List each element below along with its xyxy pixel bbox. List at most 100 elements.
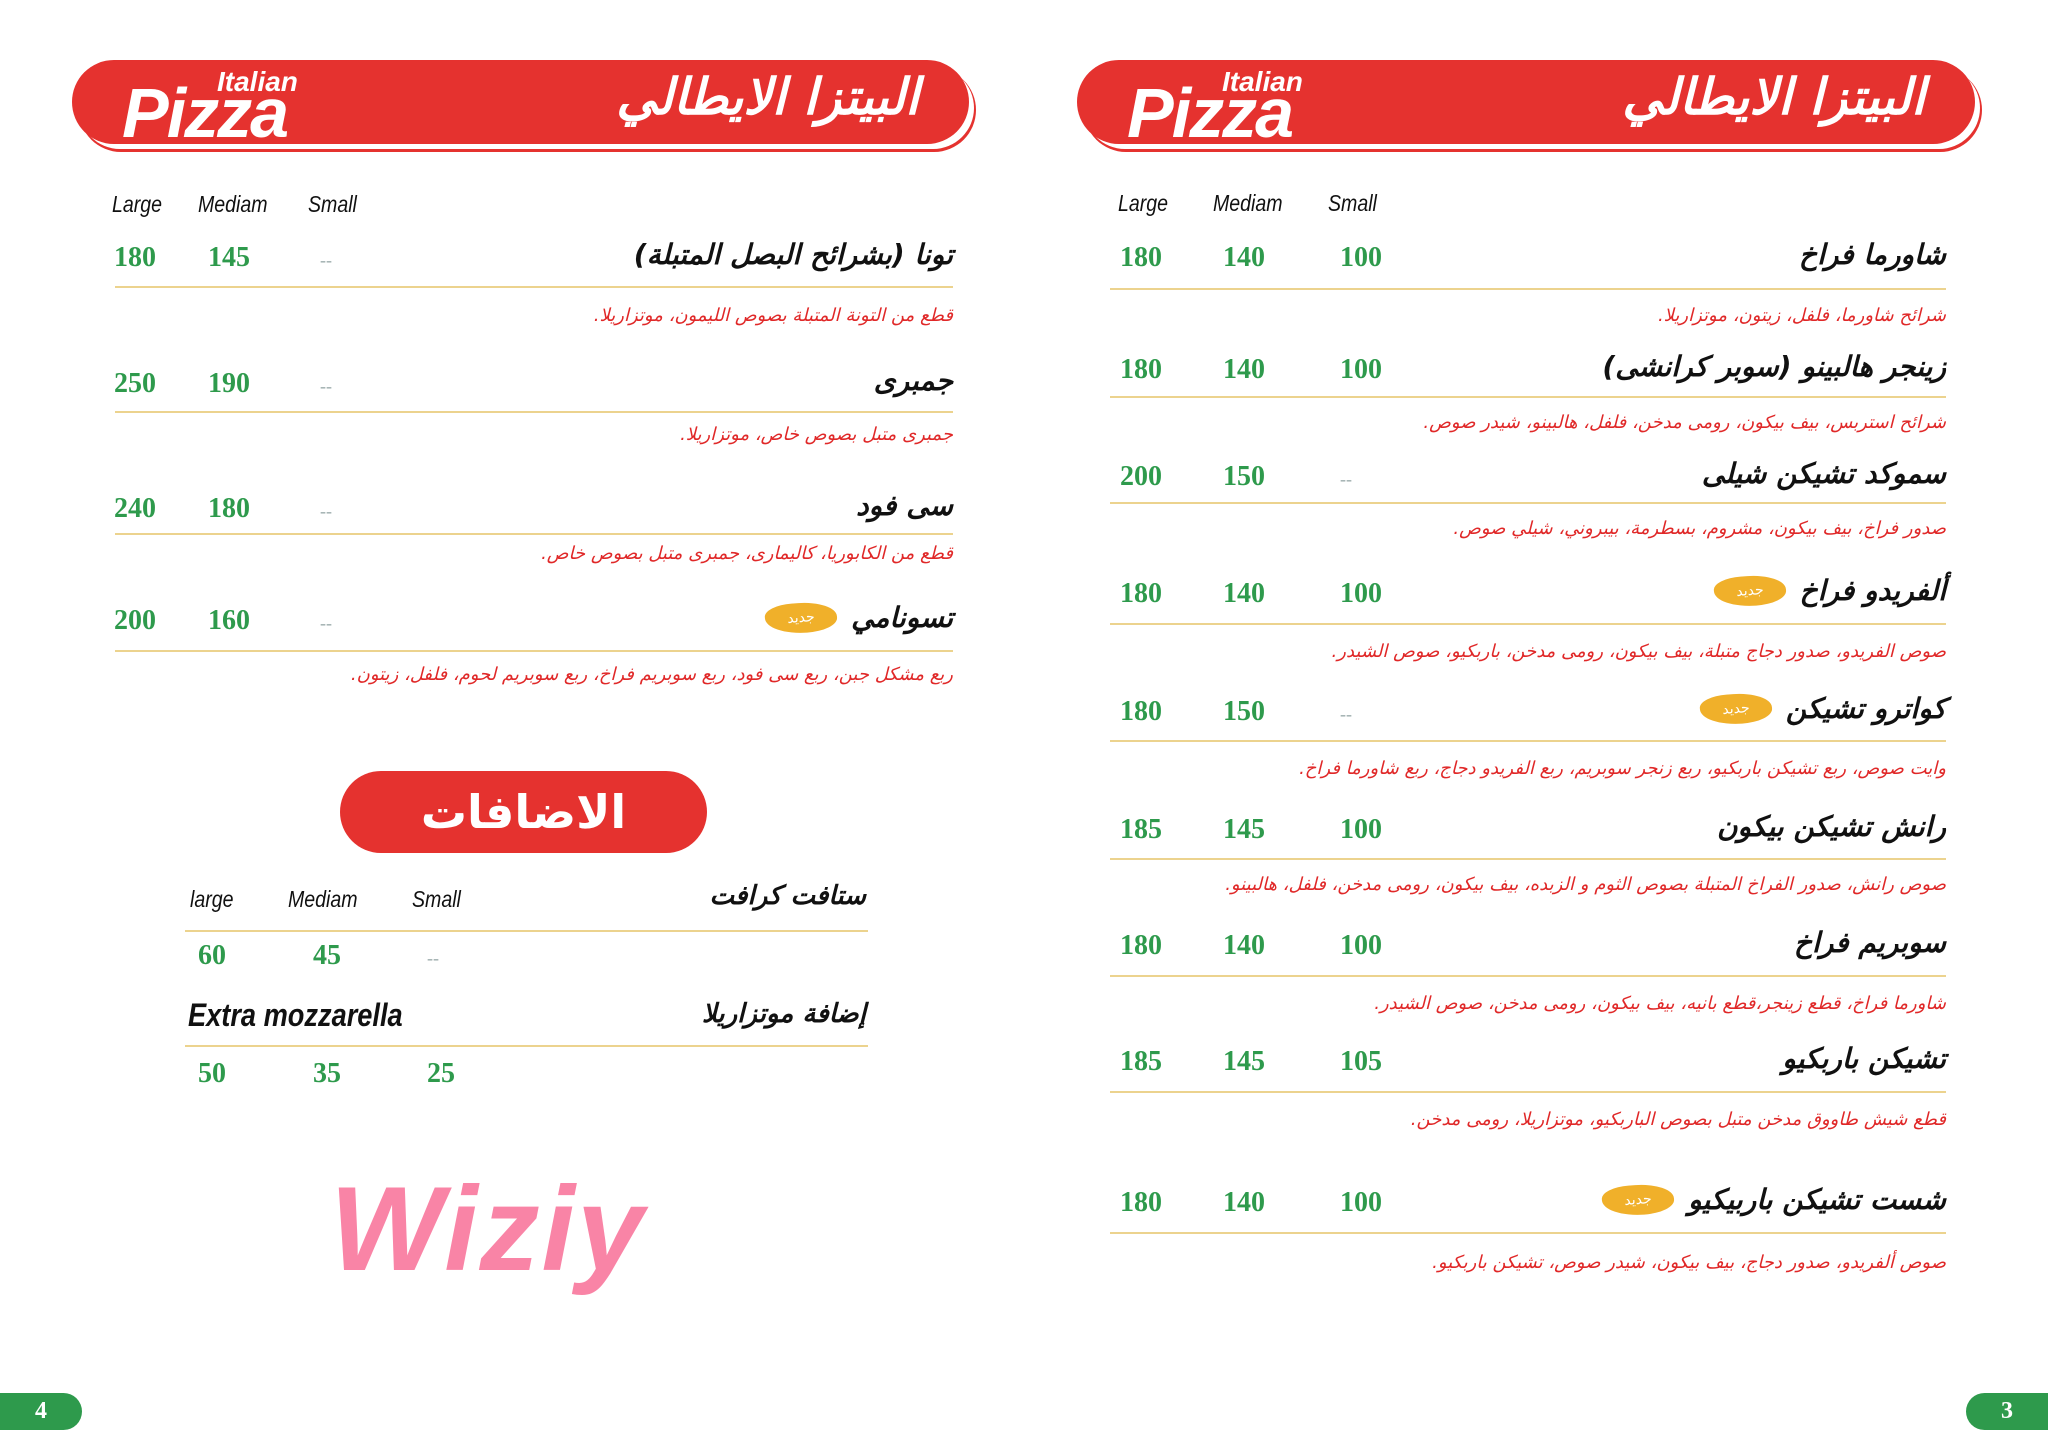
price: 200 (114, 605, 156, 636)
price: 100 (1340, 242, 1382, 273)
price: 180 (1120, 578, 1162, 609)
addon-name-group: إضافة موتزاريلا (702, 999, 866, 1029)
right-header-banner: Italian Pizza البيتزا الايطالي (1077, 60, 1975, 148)
item-description: قطع من التونة المتبلة بصوص الليمون، موتز… (593, 305, 953, 326)
divider (1110, 740, 1946, 742)
price: 100 (1340, 930, 1382, 961)
header-title: البيتزا الايطالي (616, 68, 919, 126)
addon-column-header-large: large (190, 886, 234, 912)
price: 180 (1120, 242, 1162, 273)
item-name: تونا (بشرائح البصل المتبلة) (633, 238, 953, 271)
column-header-mediam: Mediam (1213, 190, 1283, 216)
page-number-right: 3 (1966, 1393, 2048, 1430)
column-header-small: Small (308, 191, 357, 217)
column-header-mediam: Mediam (198, 191, 268, 217)
item-name: زينجر هالبينو (سوبر كرانشى) (1602, 350, 1946, 383)
price: 105 (1340, 1046, 1382, 1077)
addon-name: إضافة موتزاريلا (701, 999, 866, 1029)
item-name: تشيكن باربكيو (1782, 1042, 1946, 1075)
divider (115, 411, 953, 413)
price: 185 (1120, 814, 1162, 845)
item-name-group: سى فود (856, 489, 953, 522)
price: 150 (1223, 461, 1265, 492)
addon-name-group: ستافت كرافت (710, 881, 866, 911)
price: -- (1340, 704, 1352, 724)
price: 140 (1223, 354, 1265, 385)
item-description: وايت صوص، ربع تشيكن باربكيو، ربع زنجر سو… (1299, 758, 1946, 779)
page-number-left: 4 (0, 1393, 82, 1430)
price: 140 (1223, 1187, 1265, 1218)
price: 140 (1223, 578, 1265, 609)
column-header-large: Large (1118, 190, 1169, 216)
item-name-group: شاورما فراخ (1799, 238, 1946, 271)
item-name-group: ألفريدو فراخ جديد (1712, 573, 1946, 608)
price: 190 (208, 368, 250, 399)
item-description: شرائح شاورما، فلفل، زيتون، موتزاريلا. (1657, 305, 1946, 326)
price: 100 (1340, 578, 1382, 609)
item-name-group: كواترو تشيكن جديد (1698, 691, 1946, 726)
addon-column-header-small: Small (412, 886, 461, 912)
item-name: ألفريدو فراخ (1799, 574, 1946, 607)
item-name: جمبرى (873, 364, 953, 397)
price: -- (1340, 469, 1352, 489)
price: -- (320, 376, 332, 396)
price: 180 (114, 242, 156, 273)
divider (185, 930, 868, 932)
item-description: صدور فراخ، بيف بيكون، مشروم، بسطرمة، بيب… (1453, 518, 1946, 539)
item-description: قطع من الكابوريا، كاليمارى، جمبرى متبل ب… (541, 543, 953, 564)
price: 150 (1223, 696, 1265, 727)
price: 185 (1120, 1046, 1162, 1077)
item-description: شرائح استربس، بيف بيكون، رومى مدخن، فلفل… (1423, 412, 1946, 433)
price: 140 (1223, 242, 1265, 273)
item-name: سى فود (856, 489, 953, 522)
divider (1110, 858, 1946, 860)
price: 250 (114, 368, 156, 399)
item-description: شاورما فراخ، قطع زينجر،قطع بانيه، بيف بي… (1374, 993, 1946, 1014)
price: -- (320, 250, 332, 270)
divider (1110, 1232, 1946, 1234)
item-name: كواترو تشيكن (1785, 692, 1946, 725)
item-name: رانش تشيكن بيكون (1716, 810, 1946, 843)
divider (115, 650, 953, 652)
item-name-group: جمبرى (874, 364, 953, 397)
price: 140 (1223, 930, 1265, 961)
left-header-banner: Italian Pizza البيتزا الايطالي (72, 60, 969, 148)
item-name-group: رانش تشيكن بيكون (1717, 810, 1946, 843)
item-name-group: تونا (بشرائح البصل المتبلة) (634, 238, 953, 271)
item-description: صوص الفريدو، صدور دجاج متبلة، بيف بيكون،… (1331, 641, 1946, 662)
price: 180 (1120, 354, 1162, 385)
logo-pizza: Pizza (1127, 74, 1294, 152)
addon-name-en: Extra mozzarella (188, 997, 403, 1033)
watermark: Wiziy (330, 1162, 646, 1296)
column-header-small: Small (1328, 190, 1377, 216)
item-description: صوص ألفريدو، صدور دجاج، بيف بيكون، شيدر … (1432, 1252, 1946, 1273)
item-name: سوبريم فراخ (1793, 926, 1946, 959)
item-description: صوص رانش، صدور الفراخ المتبلة بصوص الثوم… (1225, 874, 1946, 895)
price: 180 (208, 493, 250, 524)
price: 35 (313, 1058, 341, 1089)
price: 180 (1120, 930, 1162, 961)
price: 240 (114, 493, 156, 524)
price: 145 (1223, 814, 1265, 845)
item-description: ربع مشكل جبن، ربع سى فود، ربع سوبريم فرا… (350, 664, 953, 685)
addons-title: الاضافات (340, 771, 707, 853)
price: 60 (198, 940, 226, 971)
addon-column-header-mediam: Mediam (288, 886, 358, 912)
price: 100 (1340, 354, 1382, 385)
item-name: سموكد تشيكن شيلى (1701, 457, 1946, 490)
price: 25 (427, 1058, 455, 1089)
price: 50 (198, 1058, 226, 1089)
price: 45 (313, 940, 341, 971)
item-name-group: سوبريم فراخ (1794, 926, 1946, 959)
divider (1110, 1091, 1946, 1093)
price: 145 (1223, 1046, 1265, 1077)
item-name-group: زينجر هالبينو (سوبر كرانشى) (1602, 350, 1946, 383)
divider (1110, 502, 1946, 504)
item-description: جمبرى متبل بصوص خاص، موتزاريلا. (680, 424, 953, 445)
divider (1110, 396, 1946, 398)
price: 100 (1340, 814, 1382, 845)
item-name-group: سموكد تشيكن شيلى (1702, 457, 1946, 490)
divider (185, 1045, 868, 1047)
price: 180 (1120, 1187, 1162, 1218)
divider (115, 533, 953, 535)
